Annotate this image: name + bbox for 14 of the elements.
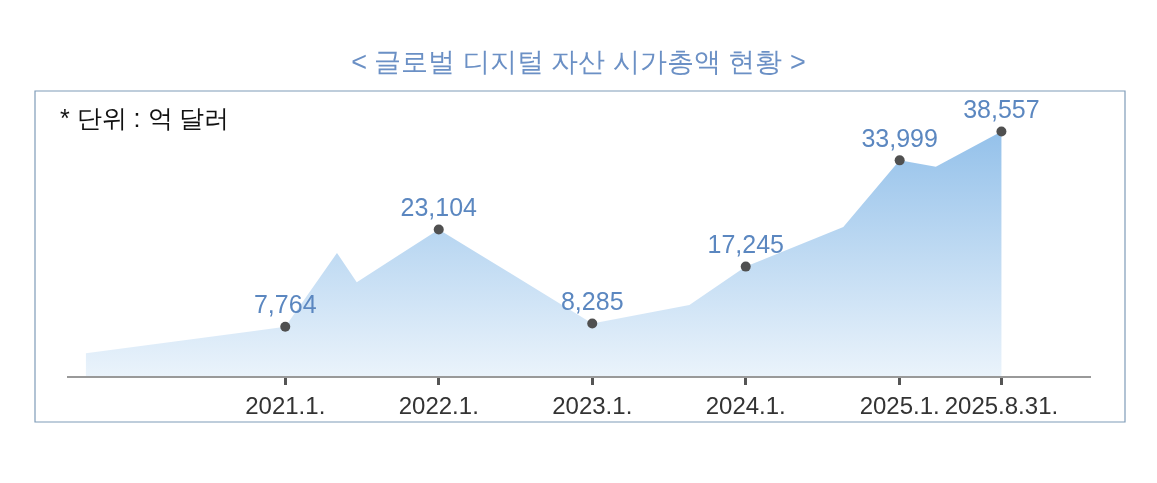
x-tick-label: 2025.8.31.	[944, 391, 1059, 419]
x-tick-label: 2024.1.	[705, 391, 786, 419]
data-label: 8,285	[560, 286, 624, 315]
data-label: 23,104	[400, 192, 478, 221]
x-tick-label: 2021.1.	[245, 391, 326, 419]
x-tick-label: 2022.1.	[398, 391, 479, 419]
annotation: * 단위 : 억 달러	[60, 104, 230, 132]
x-tick-label: 2023.1.	[552, 391, 633, 419]
data-label: 7,764	[253, 290, 317, 319]
chart-title: < 글로벌 디지털 자산 시가총액 현황 >	[351, 47, 806, 78]
x-tick-label: 2025.1.	[859, 391, 940, 419]
data-label: 17,245	[707, 230, 784, 259]
data-label: 33,999	[861, 123, 938, 152]
data-label: 38,557	[963, 94, 1040, 123]
